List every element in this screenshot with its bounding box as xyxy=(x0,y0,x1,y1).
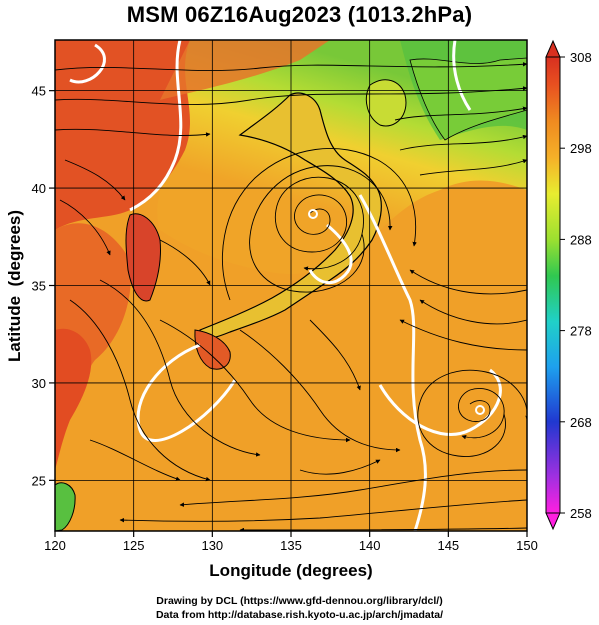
y-tick-label: 30 xyxy=(32,376,46,391)
x-tick-label: 150 xyxy=(516,538,538,553)
colorbar-bottom-arrow xyxy=(545,512,561,531)
streamlines xyxy=(55,62,527,531)
y-tick-label: 25 xyxy=(32,473,46,488)
korea-peninsula xyxy=(125,213,161,302)
colorbar-tick-label: 268 xyxy=(570,415,592,430)
japan-honshu xyxy=(199,92,382,340)
colorbar-tick-label: 258 xyxy=(570,506,592,521)
credits-line-2: Data from http://database.rish.kyoto-u.a… xyxy=(155,609,444,621)
cyclone-center-north xyxy=(308,209,318,219)
warm-continent-region xyxy=(55,40,190,230)
grid-lines xyxy=(55,40,527,531)
colorbar-tick-label: 288 xyxy=(570,232,592,247)
x-tick-label: 130 xyxy=(201,538,223,553)
colorbar-tick-label: 278 xyxy=(570,324,592,339)
cyclone-center-south xyxy=(475,405,485,415)
colorbar-top-arrow xyxy=(545,39,561,58)
x-tick-label: 140 xyxy=(359,538,381,553)
map-title: MSM 06Z16Aug2023 (1013.2hPa) xyxy=(126,2,473,27)
x-tick-label: 125 xyxy=(123,538,145,553)
y-tick-label: 40 xyxy=(32,181,46,196)
y-axis: 25 30 35 40 45 xyxy=(32,84,55,488)
map-panel xyxy=(55,40,527,531)
x-axis: 120 125 130 135 140 145 150 xyxy=(44,531,538,553)
x-tick-label: 145 xyxy=(437,538,459,553)
colorbar-gradient xyxy=(545,56,561,514)
taiwan xyxy=(55,482,76,531)
colorbar-tick-label: 298 xyxy=(570,141,592,156)
x-tick-label: 135 xyxy=(280,538,302,553)
x-tick-label: 120 xyxy=(44,538,66,553)
cyclone-centers xyxy=(308,209,485,415)
y-tick-label: 35 xyxy=(32,279,46,294)
colorbar-tick-label: 308 xyxy=(570,50,592,65)
credits-line-1: Drawing by DCL (https://www.gfd-dennou.o… xyxy=(156,595,443,607)
y-axis-label: Latitude (degrees) xyxy=(5,210,24,362)
x-axis-label: Longitude (degrees) xyxy=(209,561,372,580)
credits: Drawing by DCL (https://www.gfd-dennou.o… xyxy=(0,594,599,622)
colorbar-ticks: 308 298 288 278 268 258 xyxy=(560,50,592,521)
y-tick-label: 45 xyxy=(32,84,46,99)
colorbar: 308 298 288 278 268 258 xyxy=(545,39,592,531)
